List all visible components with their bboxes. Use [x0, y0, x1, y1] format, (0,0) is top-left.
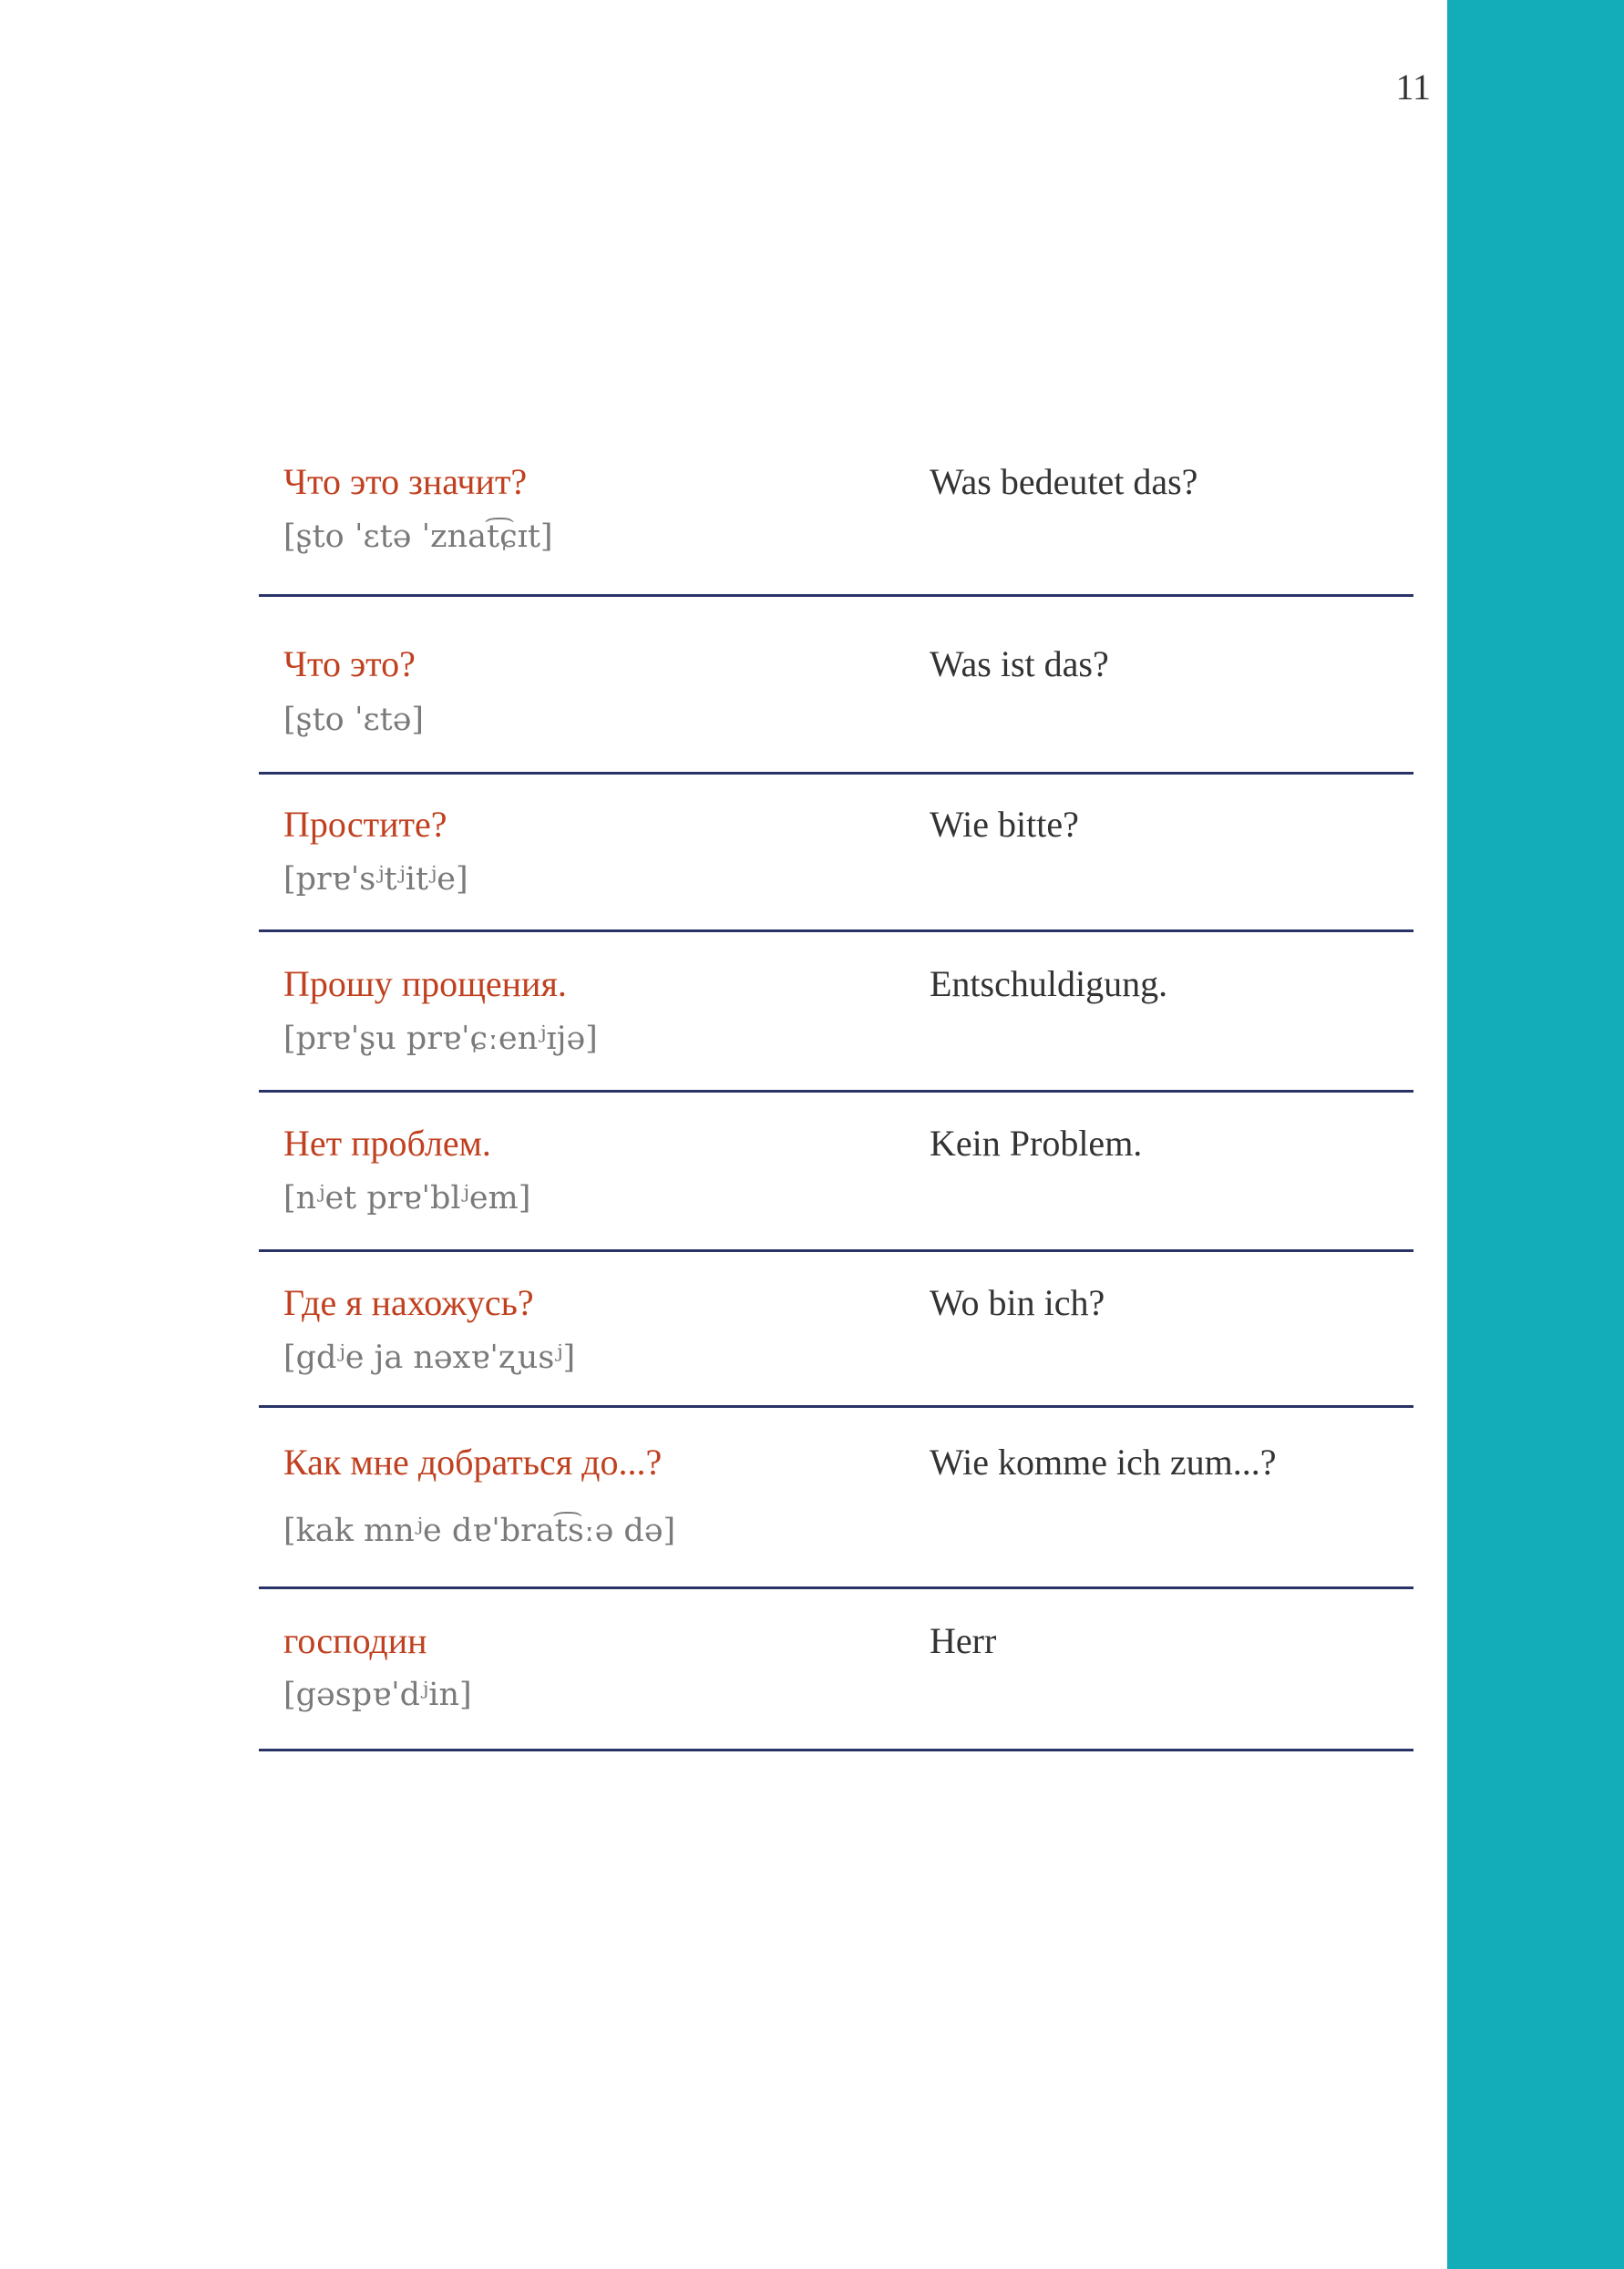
russian-phrase: Как мне добраться до...? [283, 1442, 663, 1483]
russian-phrase: Где я нахожусь? [283, 1282, 534, 1323]
row-divider [259, 1405, 1413, 1408]
german-translation: Was ist das? [930, 643, 1109, 684]
pronunciation: [prɐˈsʲtʲitʲe] [283, 861, 468, 898]
russian-phrase: господин [283, 1620, 427, 1661]
row-divider [259, 929, 1413, 932]
pronunciation: [gdʲe ja nəxɐˈʐusʲ] [283, 1340, 576, 1376]
pronunciation: [prɐˈʂu prɐˈɕːenʲɪjə] [283, 1021, 598, 1057]
row-divider [259, 1249, 1413, 1252]
russian-phrase: Прошу прощения. [283, 963, 567, 1004]
german-translation: Wo bin ich? [930, 1282, 1105, 1323]
german-translation: Wie komme ich zum...? [930, 1442, 1277, 1483]
row-divider [259, 594, 1413, 597]
pronunciation: [nʲet prɐˈblʲem] [283, 1180, 531, 1217]
pronunciation: [gəspɐˈdʲin] [283, 1677, 472, 1713]
russian-phrase: Простите? [283, 804, 447, 845]
page-number: 11 [1395, 67, 1431, 108]
pronunciation: [ʂto ˈɛtə] [283, 702, 425, 738]
row-divider [259, 1586, 1413, 1589]
row-divider [259, 1090, 1413, 1093]
row-divider [259, 772, 1413, 775]
german-translation: Entschuldigung. [930, 963, 1168, 1004]
german-translation: Wie bitte? [930, 804, 1079, 845]
pronunciation: [kak mnʲe dɐˈbrat͡sːə də] [283, 1513, 676, 1549]
german-translation: Kein Problem. [930, 1123, 1143, 1164]
russian-phrase: Нет проблем. [283, 1123, 491, 1164]
russian-phrase: Что это значит? [283, 461, 528, 502]
pronunciation: [ʂto ˈɛtə ˈznat͡ɕɪt] [283, 518, 553, 555]
russian-phrase: Что это? [283, 643, 416, 684]
german-translation: Herr [930, 1620, 997, 1661]
german-translation: Was bedeutet das? [930, 461, 1198, 502]
row-divider [259, 1749, 1413, 1751]
sidebar-color-band [1447, 0, 1624, 2269]
